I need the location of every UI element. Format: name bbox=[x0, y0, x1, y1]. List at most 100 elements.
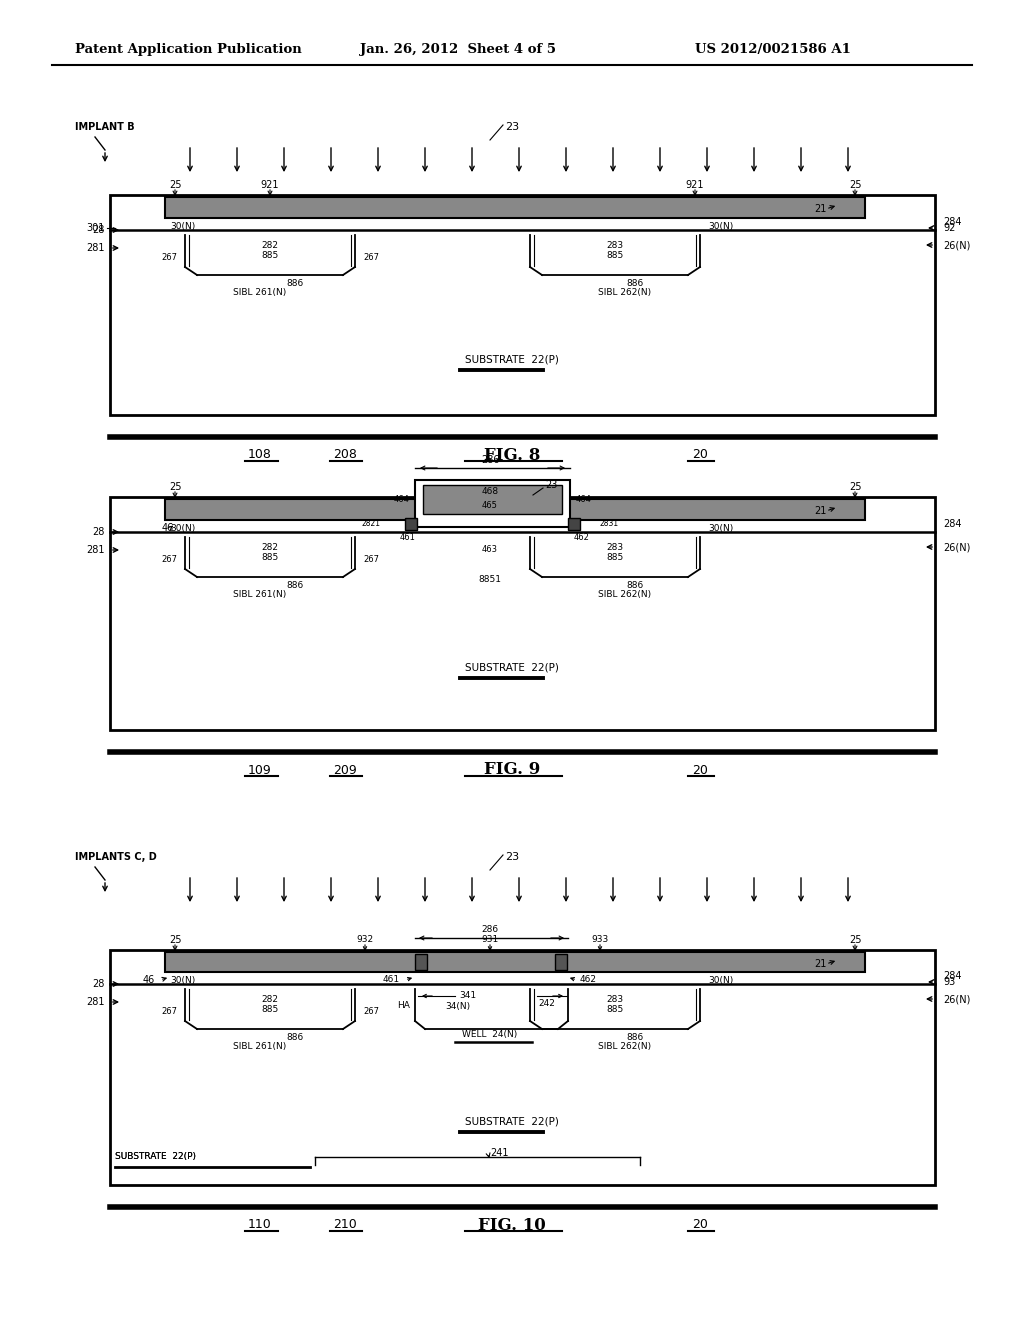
Text: 30(N): 30(N) bbox=[708, 222, 733, 231]
Bar bbox=[110, 195, 935, 414]
Text: 267: 267 bbox=[362, 1006, 379, 1015]
Text: 20: 20 bbox=[692, 763, 708, 776]
Text: 284: 284 bbox=[943, 972, 962, 981]
Text: 28: 28 bbox=[92, 527, 105, 537]
Text: 282: 282 bbox=[261, 994, 279, 1003]
Text: 25: 25 bbox=[169, 180, 181, 190]
Text: 933: 933 bbox=[592, 936, 608, 945]
Text: 110: 110 bbox=[248, 1218, 272, 1232]
Text: 885: 885 bbox=[606, 553, 624, 562]
Text: US 2012/0021586 A1: US 2012/0021586 A1 bbox=[695, 44, 851, 57]
Text: 34(N): 34(N) bbox=[445, 1002, 470, 1011]
Text: 464: 464 bbox=[393, 495, 409, 504]
Text: 886: 886 bbox=[287, 1032, 304, 1041]
Text: FIG. 9: FIG. 9 bbox=[484, 762, 540, 779]
Text: SUBSTRATE  22(P): SUBSTRATE 22(P) bbox=[465, 663, 559, 673]
Text: 92: 92 bbox=[943, 223, 955, 234]
Text: 20: 20 bbox=[692, 1218, 708, 1232]
Text: WELL  24(N): WELL 24(N) bbox=[463, 1030, 517, 1039]
Text: 462: 462 bbox=[574, 533, 590, 543]
Text: 463: 463 bbox=[482, 545, 498, 554]
Text: 30(N): 30(N) bbox=[708, 975, 733, 985]
Bar bbox=[110, 498, 935, 730]
Text: 284: 284 bbox=[943, 519, 962, 529]
Text: 468: 468 bbox=[481, 487, 499, 496]
Text: 921: 921 bbox=[686, 180, 705, 190]
Text: FIG. 8: FIG. 8 bbox=[483, 446, 541, 463]
Text: 281: 281 bbox=[86, 243, 105, 253]
Text: SUBSTRATE  22(P): SUBSTRATE 22(P) bbox=[115, 1152, 196, 1162]
Text: Jan. 26, 2012  Sheet 4 of 5: Jan. 26, 2012 Sheet 4 of 5 bbox=[360, 44, 556, 57]
Text: 286: 286 bbox=[481, 925, 499, 935]
Text: 885: 885 bbox=[606, 252, 624, 260]
Text: 886: 886 bbox=[627, 279, 644, 288]
Text: 886: 886 bbox=[627, 1032, 644, 1041]
Text: 30(N): 30(N) bbox=[170, 524, 196, 532]
Text: SIBL 261(N): SIBL 261(N) bbox=[233, 1043, 287, 1052]
Text: 2831: 2831 bbox=[600, 520, 620, 528]
Text: 461: 461 bbox=[383, 975, 400, 985]
Text: 462: 462 bbox=[580, 975, 597, 985]
Text: 28: 28 bbox=[92, 224, 105, 235]
Bar bbox=[555, 954, 567, 970]
Text: 282: 282 bbox=[261, 543, 279, 552]
Bar bbox=[406, 517, 417, 531]
Text: SIBL 262(N): SIBL 262(N) bbox=[598, 590, 651, 599]
Text: SIBL 262(N): SIBL 262(N) bbox=[598, 289, 651, 297]
Text: 885: 885 bbox=[261, 252, 279, 260]
Text: 26(N): 26(N) bbox=[943, 240, 971, 249]
Bar bbox=[165, 952, 865, 972]
Text: 46: 46 bbox=[162, 523, 174, 533]
Text: 465: 465 bbox=[482, 500, 498, 510]
Text: 21: 21 bbox=[814, 506, 826, 516]
Text: 30(N): 30(N) bbox=[708, 524, 733, 532]
Text: 30(N): 30(N) bbox=[170, 975, 196, 985]
Text: 23: 23 bbox=[505, 851, 519, 862]
Text: 108: 108 bbox=[248, 449, 272, 462]
Text: 93: 93 bbox=[943, 977, 955, 987]
Bar bbox=[165, 499, 865, 520]
Text: 20: 20 bbox=[692, 449, 708, 462]
Text: 286: 286 bbox=[480, 455, 500, 465]
Text: 8851: 8851 bbox=[478, 576, 502, 585]
Text: 885: 885 bbox=[261, 1006, 279, 1015]
Text: IMPLANTS C, D: IMPLANTS C, D bbox=[75, 851, 157, 862]
Bar bbox=[423, 484, 562, 513]
Text: 2821: 2821 bbox=[361, 520, 380, 528]
Text: SIBL 262(N): SIBL 262(N) bbox=[598, 1043, 651, 1052]
Text: 209: 209 bbox=[333, 763, 357, 776]
Text: 23: 23 bbox=[545, 480, 557, 490]
Text: 301: 301 bbox=[87, 223, 105, 234]
Bar bbox=[165, 197, 865, 218]
Text: 886: 886 bbox=[287, 279, 304, 288]
Text: FIG. 10: FIG. 10 bbox=[478, 1217, 546, 1233]
Text: 281: 281 bbox=[86, 545, 105, 554]
Text: 886: 886 bbox=[627, 581, 644, 590]
Text: SIBL 261(N): SIBL 261(N) bbox=[233, 289, 287, 297]
Text: 242: 242 bbox=[538, 999, 555, 1008]
Text: 283: 283 bbox=[606, 543, 624, 552]
Text: 23: 23 bbox=[505, 121, 519, 132]
Text: SIBL 261(N): SIBL 261(N) bbox=[233, 590, 287, 599]
Text: 26(N): 26(N) bbox=[943, 994, 971, 1005]
Bar bbox=[415, 480, 570, 527]
Text: IMPLANT B: IMPLANT B bbox=[75, 121, 134, 132]
Text: 208: 208 bbox=[333, 449, 357, 462]
Text: 281: 281 bbox=[86, 997, 105, 1007]
Text: 885: 885 bbox=[261, 553, 279, 562]
Text: 464: 464 bbox=[575, 495, 592, 504]
Text: 46: 46 bbox=[142, 975, 155, 985]
Text: 267: 267 bbox=[362, 554, 379, 564]
Text: 267: 267 bbox=[161, 252, 177, 261]
Text: 282: 282 bbox=[261, 240, 279, 249]
Text: SUBSTRATE  22(P): SUBSTRATE 22(P) bbox=[465, 1117, 559, 1127]
Text: HA: HA bbox=[397, 1002, 410, 1011]
Text: 25: 25 bbox=[169, 482, 181, 492]
Text: 267: 267 bbox=[161, 1006, 177, 1015]
Text: 21: 21 bbox=[814, 205, 826, 214]
Text: 25: 25 bbox=[849, 935, 861, 945]
Text: 932: 932 bbox=[356, 936, 374, 945]
Text: 283: 283 bbox=[606, 994, 624, 1003]
Bar bbox=[568, 517, 580, 531]
Text: 25: 25 bbox=[169, 935, 181, 945]
